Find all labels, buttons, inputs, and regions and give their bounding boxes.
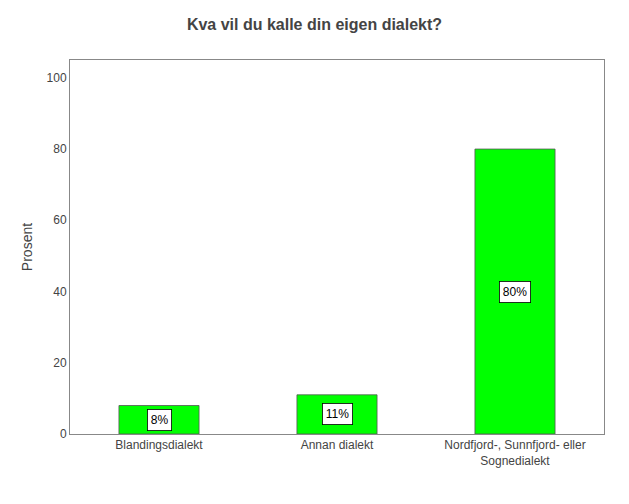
svg-text:Blandingsdialekt: Blandingsdialekt xyxy=(115,438,203,452)
svg-text:Prosent: Prosent xyxy=(19,223,35,271)
svg-text:80: 80 xyxy=(53,142,67,156)
svg-text:60: 60 xyxy=(53,213,67,227)
svg-text:20: 20 xyxy=(53,356,67,370)
svg-text:80%: 80% xyxy=(503,285,527,299)
svg-text:Kva vil du kalle din eigen dia: Kva vil du kalle din eigen dialekt? xyxy=(187,16,442,33)
svg-text:40: 40 xyxy=(53,285,67,299)
svg-text:11%: 11% xyxy=(326,407,349,421)
svg-text:100: 100 xyxy=(47,71,67,85)
svg-text:8%: 8% xyxy=(151,413,169,427)
svg-text:Annan dialekt: Annan dialekt xyxy=(301,438,374,452)
svg-text:0: 0 xyxy=(60,427,67,441)
svg-text:Nordfjord-, Sunnfjord- ellerSo: Nordfjord-, Sunnfjord- ellerSognedialekt xyxy=(444,438,585,468)
